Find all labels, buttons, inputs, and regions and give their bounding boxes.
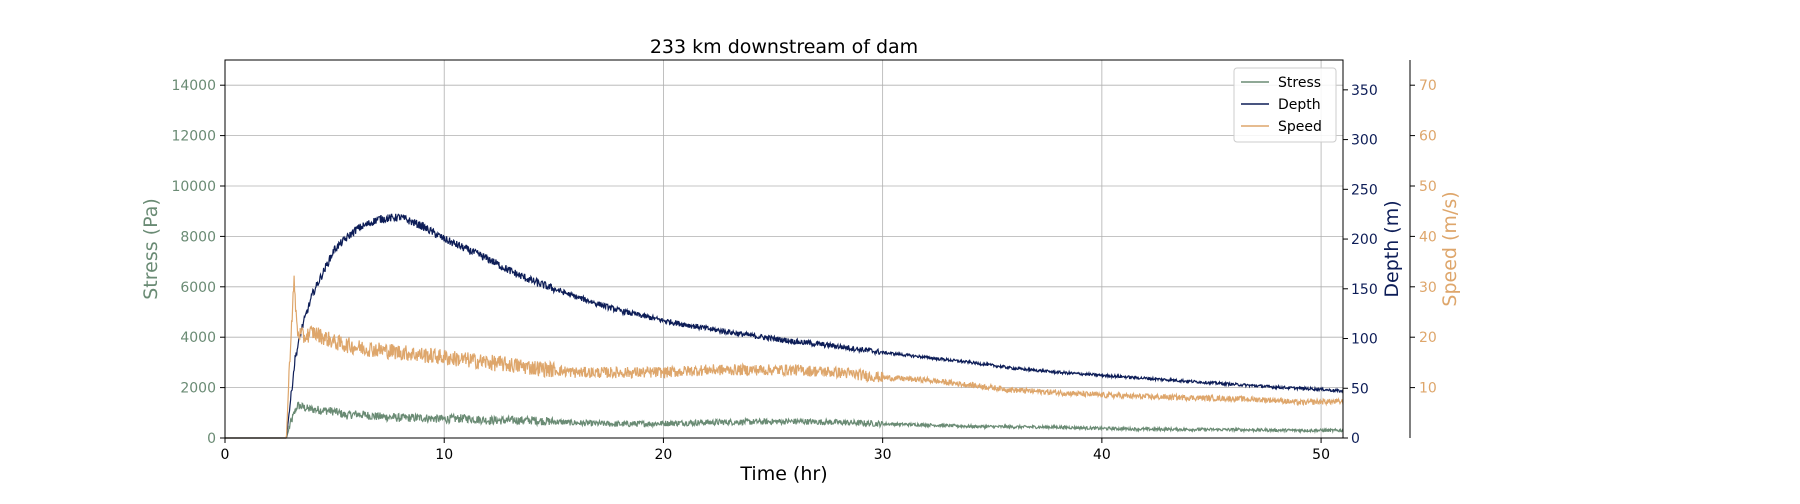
- speed-tick-label: 50: [1419, 179, 1437, 195]
- speed-axis-label: Speed (m/s): [1439, 191, 1461, 306]
- legend-label-speed: Speed: [1278, 119, 1322, 135]
- stress-tick-label: 6000: [180, 280, 216, 296]
- depth-tick-label: 100: [1351, 332, 1378, 348]
- speed-tick-label: 70: [1419, 78, 1437, 94]
- x-axis-label: Time (hr): [739, 463, 827, 485]
- stress-tick-label: 2000: [180, 381, 216, 397]
- chart-title: 233 km downstream of dam: [650, 36, 918, 58]
- depth-tick-label: 0: [1351, 431, 1360, 447]
- depth-tick-label: 200: [1351, 232, 1378, 248]
- stress-tick-label: 14000: [171, 78, 216, 94]
- x-tick-label: 30: [874, 447, 892, 463]
- x-tick-label: 40: [1093, 447, 1111, 463]
- legend: Stress Depth Speed: [1233, 67, 1337, 143]
- stress-axis-label: Stress (Pa): [140, 198, 162, 300]
- grid: [225, 60, 1343, 438]
- plot-series: [225, 213, 1344, 439]
- stress-tick-label: 12000: [171, 129, 216, 145]
- legend-label-stress: Stress: [1278, 75, 1321, 91]
- series-line-depth: [225, 213, 1344, 439]
- depth-tick-label: 250: [1351, 182, 1378, 198]
- x-tick-label: 20: [655, 447, 673, 463]
- speed-tick-label: 10: [1419, 381, 1437, 397]
- speed-tick-label: 20: [1419, 330, 1437, 346]
- depth-tick-label: 50: [1351, 381, 1369, 397]
- speed-tick-label: 60: [1419, 129, 1437, 145]
- speed-tick-label: 40: [1419, 229, 1437, 245]
- depth-tick-label: 350: [1351, 83, 1378, 99]
- plot-frame: [224, 59, 1344, 439]
- stress-tick-label: 10000: [171, 179, 216, 195]
- speed-tick-label: 30: [1419, 280, 1437, 296]
- depth-tick-label: 300: [1351, 133, 1378, 149]
- x-tick-label: 50: [1312, 447, 1330, 463]
- series-line-stress: [225, 401, 1344, 439]
- series-line-speed: [225, 275, 1344, 439]
- stress-tick-label: 8000: [180, 229, 216, 245]
- x-tick-label: 10: [435, 447, 453, 463]
- stress-tick-label: 0: [207, 431, 216, 447]
- depth-axis-label: Depth (m): [1381, 200, 1403, 297]
- stress-tick-label: 4000: [180, 330, 216, 346]
- axes: 0 10 20 30 40 5002000400060008000100001200014…: [171, 60, 1437, 463]
- x-tick-label: 0: [221, 447, 230, 463]
- legend-box: [1233, 67, 1337, 143]
- legend-label-depth: Depth: [1278, 97, 1321, 113]
- depth-tick-label: 150: [1351, 282, 1378, 298]
